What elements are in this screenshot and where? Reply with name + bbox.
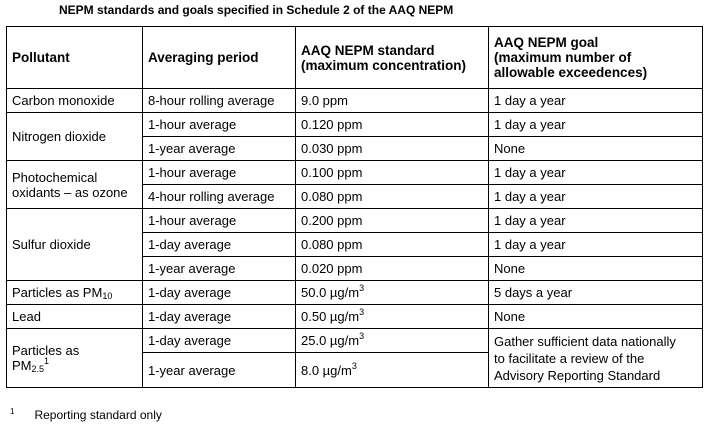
standard-cell: 0.080 ppm [295,184,489,209]
footnote-text: Reporting standard only [34,408,162,422]
goal-line1: Gather sufficient data nationally [494,333,676,349]
pollutant-line2: oxidants – as ozone [12,184,128,200]
header-standard: AAQ NEPM standard (maximum concentration… [295,26,489,89]
standard-cell: 0.120 ppm [295,112,489,137]
header-goal: AAQ NEPM goal (maximum number of allowab… [488,26,703,89]
period-cell: 1-hour average [142,208,296,233]
pollutant-line1: Particles as [12,343,80,358]
table-row: Nitrogen dioxide 1-hour average 0.120 pp… [6,112,703,161]
period-cell: 1-day average [142,328,296,353]
table-row: 1-year average 8.0 µg/m3 [7,352,703,388]
table-row: Particles as PM2.51 1-day average 25.0 µ… [6,328,703,388]
header-goal-line3: allowable exceedences) [494,65,648,80]
goal-cell: 1 day a year [488,88,703,113]
pollutant-cell: Nitrogen dioxide [6,112,143,161]
period-cell: 4-hour rolling average [142,184,296,209]
footnote-mark: 1 [10,407,15,416]
goal-cell: 1 day a year [488,112,703,137]
table-row: Sulfur dioxide 1-hour average 0.200 ppm … [6,208,703,281]
goal-line3: Advisory Reporting Standard [494,367,661,383]
pollutant-line1: Photochemical [12,169,98,185]
period-cell: 1-year average [142,352,296,388]
pollutant-prefix: PM [12,358,32,373]
goal-cell: 1 day a year [488,232,703,257]
period-cell: 8-hour rolling average [142,88,296,113]
unit-superscript: 3 [359,307,365,317]
table-row: 1-year average 0.020 ppm None [7,256,703,281]
pollutant-cell: Lead [6,304,143,329]
standard-cell: 8.0 µg/m3 [295,352,489,388]
period-cell: 1-hour average [142,160,296,185]
goal-cell: Gather sufficient data nationally to fac… [488,328,703,388]
unit-superscript: 3 [359,331,365,341]
pollutant-subscript: 2.5 [31,364,45,374]
header-pollutant: Pollutant [6,26,143,89]
standard-cell: 0.080 ppm [295,232,489,257]
standard-cell: 25.0 µg/m3 [295,328,489,353]
pollutant-cell: Carbon monoxide [6,88,143,113]
nepm-standards-table: Pollutant Averaging period AAQ NEPM stan… [6,26,703,388]
header-standard-line1: AAQ NEPM standard [301,42,435,58]
standard-cell: 0.50 µg/m3 [295,304,489,329]
pollutant-cell: Sulfur dioxide [6,208,143,281]
table-row: 4-hour rolling average 0.080 ppm 1 day a… [7,184,703,209]
period-cell: 1-hour average [142,112,296,137]
period-cell: 1-day average [142,304,296,329]
table-row: Carbon monoxide 8-hour rolling average 9… [6,88,703,113]
standard-cell: 0.020 ppm [295,256,489,281]
standard-value: 8.0 µg/m [301,362,352,378]
goal-cell: None [488,256,703,281]
table-row: Particles as PM10 1-day average 50.0 µg/… [6,280,703,305]
period-cell: 1-day average [142,280,296,305]
period-cell: 1-day average [142,232,296,257]
standard-cell: 50.0 µg/m3 [295,280,489,305]
header-goal-line2: (maximum number of [494,50,632,65]
table-title: NEPM standards and goals specified in Sc… [59,3,454,17]
standard-value: 0.50 µg/m [301,309,360,324]
header-standard-line2: (maximum concentration) [301,57,467,73]
goal-cell: 1 day a year [488,184,703,209]
goal-cell: None [488,136,703,161]
pollutant-subscript: 10 [102,291,113,301]
table-row: 1-year average 0.030 ppm None [7,136,703,161]
goal-cell: 1 day a year [488,160,703,185]
header-goal-line1: AAQ NEPM goal [494,35,599,50]
goal-cell: 1 day a year [488,208,703,233]
standard-value: 50.0 µg/m [301,285,360,300]
unit-superscript: 3 [351,360,357,371]
standard-value: 25.0 µg/m [301,333,360,348]
standard-cell: 0.100 ppm [295,160,489,185]
standard-cell: 0.200 ppm [295,208,489,233]
unit-superscript: 3 [359,283,365,293]
goal-line2: to facilitate a review of the [494,350,645,366]
table-row: Photochemical oxidants – as ozone 1-hour… [6,160,703,209]
goal-cell: None [488,304,703,329]
table-row: 1-day average 0.080 ppm 1 day a year [7,232,703,257]
pollutant-cell: Particles as PM10 [6,280,143,305]
period-cell: 1-year average [142,256,296,281]
standard-cell: 9.0 ppm [295,88,489,113]
period-cell: 1-year average [142,136,296,161]
footnote: 1 Reporting standard only [10,407,162,422]
footnote-reference: 1 [44,356,50,366]
goal-cell: 5 days a year [488,280,703,305]
header-row: Pollutant Averaging period AAQ NEPM stan… [6,26,703,89]
pollutant-cell: Particles as PM2.51 [6,328,143,388]
header-averaging-period: Averaging period [142,26,296,89]
pollutant-cell: Photochemical oxidants – as ozone [6,160,143,209]
standard-cell: 0.030 ppm [295,136,489,161]
pollutant-prefix: Particles as PM [12,285,103,300]
table-row: Lead 1-day average 0.50 µg/m3 None [6,304,703,329]
